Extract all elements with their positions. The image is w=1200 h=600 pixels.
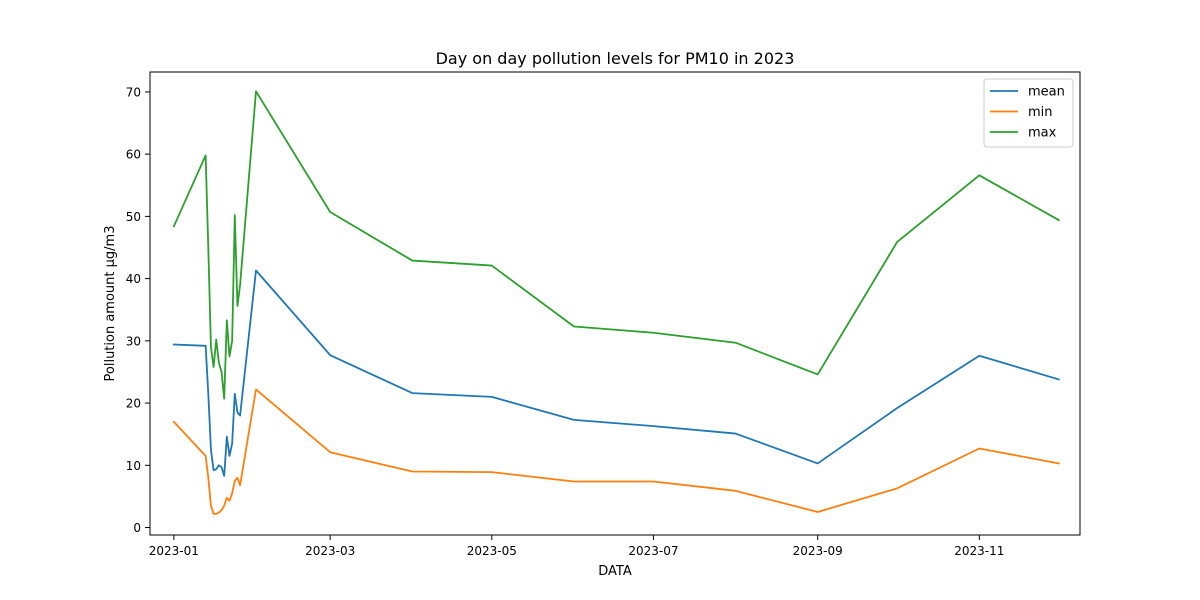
y-tick-label: 0 [133, 521, 141, 535]
y-tick-label: 60 [126, 148, 141, 162]
plot-area [149, 71, 1081, 536]
x-tick-label: 2023-09 [793, 544, 843, 558]
y-tick-label: 40 [126, 272, 141, 286]
series-line-min [172, 388, 1060, 515]
x-axis-label: DATA [598, 564, 632, 579]
plot-frame [149, 71, 1081, 536]
y-tick-label: 30 [126, 334, 141, 348]
x-tick-label: 2023-01 [149, 544, 199, 558]
legend-label-min: min [1028, 105, 1053, 120]
y-tick-label: 70 [126, 85, 141, 99]
legend-label-max: max [1028, 126, 1057, 141]
legend: mean min max [983, 78, 1074, 148]
legend-label-mean: mean [1028, 85, 1065, 100]
series-line-mean [172, 269, 1060, 477]
series-layer [172, 90, 1061, 515]
x-tick-label: 2023-05 [467, 544, 517, 558]
x-tick-label: 2023-07 [628, 544, 678, 558]
x-tick-label: 2023-03 [305, 544, 355, 558]
y-tick-label: 20 [126, 397, 141, 411]
series-line-max [172, 90, 1061, 400]
x-tick-label: 2023-11 [954, 544, 1004, 558]
chart-title: Day on day pollution levels for PM10 in … [436, 49, 795, 68]
y-tick-label: 50 [126, 210, 141, 224]
y-axis: 0 10 20 30 40 50 60 70 [126, 85, 150, 535]
x-axis: 2023-01 2023-03 2023-05 2023-07 2023-09 2023-… [149, 535, 1004, 558]
y-axis-label: Pollution amount µg/m3 [103, 226, 118, 382]
legend-box [983, 78, 1074, 148]
y-tick-label: 10 [126, 459, 141, 473]
plot-background [150, 72, 1080, 535]
